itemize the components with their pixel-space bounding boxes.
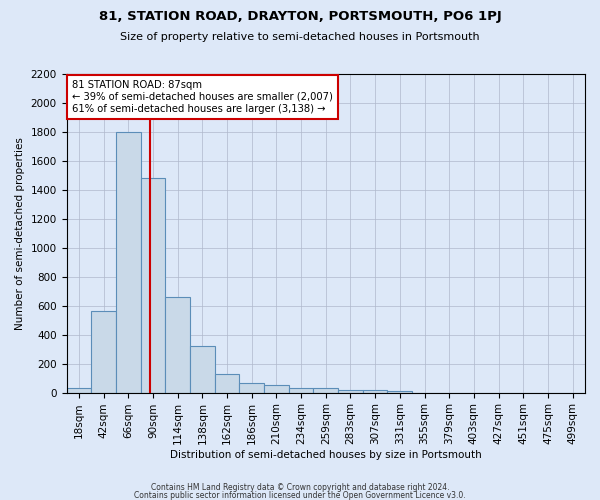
Bar xyxy=(264,384,289,392)
Bar xyxy=(215,374,239,392)
Bar xyxy=(338,390,363,392)
Y-axis label: Number of semi-detached properties: Number of semi-detached properties xyxy=(15,137,25,330)
Bar xyxy=(313,388,338,392)
Text: 81, STATION ROAD, DRAYTON, PORTSMOUTH, PO6 1PJ: 81, STATION ROAD, DRAYTON, PORTSMOUTH, P… xyxy=(98,10,502,23)
Bar xyxy=(67,388,91,392)
Bar xyxy=(289,388,313,392)
X-axis label: Distribution of semi-detached houses by size in Portsmouth: Distribution of semi-detached houses by … xyxy=(170,450,482,460)
Bar xyxy=(388,391,412,392)
Bar xyxy=(140,178,165,392)
Bar xyxy=(363,390,388,392)
Bar xyxy=(91,312,116,392)
Text: Contains public sector information licensed under the Open Government Licence v3: Contains public sector information licen… xyxy=(134,491,466,500)
Text: Contains HM Land Registry data © Crown copyright and database right 2024.: Contains HM Land Registry data © Crown c… xyxy=(151,484,449,492)
Bar xyxy=(190,346,215,393)
Bar xyxy=(116,132,140,392)
Text: Size of property relative to semi-detached houses in Portsmouth: Size of property relative to semi-detach… xyxy=(120,32,480,42)
Bar xyxy=(239,383,264,392)
Text: 81 STATION ROAD: 87sqm
← 39% of semi-detached houses are smaller (2,007)
61% of : 81 STATION ROAD: 87sqm ← 39% of semi-det… xyxy=(72,80,332,114)
Bar xyxy=(165,297,190,392)
